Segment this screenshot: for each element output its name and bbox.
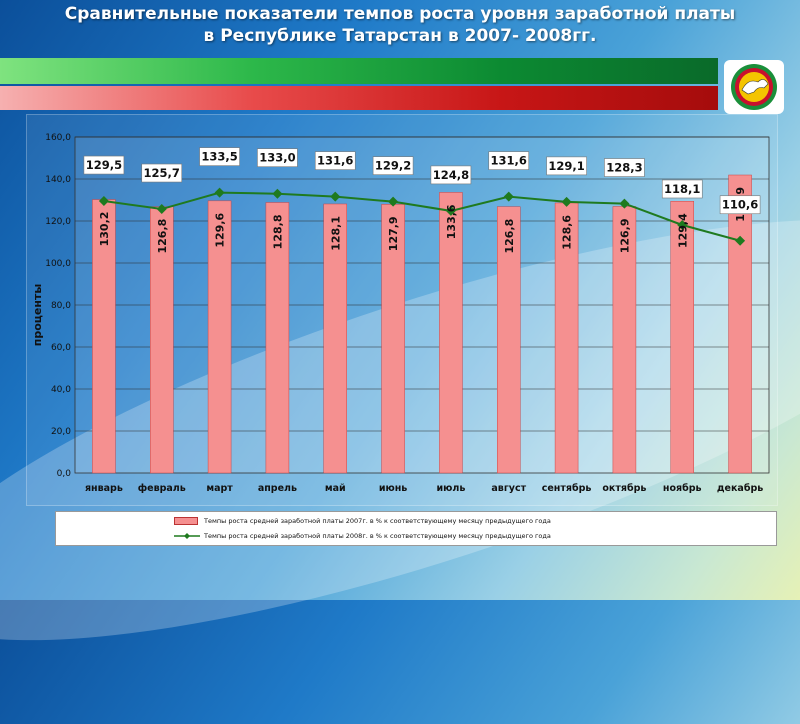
bar-data-label: 128,8: [271, 215, 284, 250]
line-label-box: [141, 163, 183, 183]
line-label-box: [430, 165, 472, 185]
page-title: Сравнительные показатели темпов роста ур…: [0, 0, 800, 47]
line-data-label: 129,5: [86, 158, 122, 172]
line-data-label: 131,6: [491, 154, 527, 168]
bar-2007: [497, 206, 521, 474]
line-label-box: [546, 156, 587, 176]
point-2008: [503, 191, 514, 202]
bar-2007: [323, 203, 347, 474]
y-axis-label: проценты: [31, 284, 44, 347]
bar-data-label: 128,1: [329, 216, 342, 251]
x-tick-label: декабрь: [717, 483, 763, 494]
line-data-label: 118,1: [664, 182, 700, 196]
x-tick-label: июль: [436, 483, 465, 494]
line-data-label: 129,1: [548, 159, 584, 173]
y-tick-label: 40,0: [51, 385, 71, 395]
red-band: [0, 86, 718, 110]
bar-data-label: 133,6: [445, 204, 458, 239]
line-label-box: [661, 179, 703, 199]
bar-data-label: 129,4: [676, 213, 689, 248]
legend-swatch-line: [174, 533, 200, 539]
line-label-box: [719, 195, 761, 215]
y-tick-label: 160,0: [45, 133, 71, 143]
line-data-label: 129,2: [375, 159, 411, 173]
point-2008: [272, 188, 283, 199]
x-tick-label: август: [491, 483, 526, 494]
x-tick-label: сентябрь: [542, 483, 592, 494]
y-tick-label: 100,0: [45, 259, 71, 269]
point-2008: [156, 204, 167, 215]
legend-label-2007: Темпы роста средней заработной платы 200…: [204, 517, 551, 525]
line-data-label: 133,0: [259, 151, 295, 165]
y-tick-label: 120,0: [45, 217, 71, 227]
point-2008: [330, 191, 341, 202]
x-tick-label: февраль: [138, 483, 186, 494]
line-data-label: 124,8: [433, 168, 469, 182]
bar-2007: [439, 192, 463, 474]
y-tick-label: 60,0: [51, 343, 71, 353]
bar-data-label: 126,9: [618, 219, 631, 254]
point-2008: [214, 187, 225, 198]
point-2008: [445, 205, 456, 216]
legend-label-2008: Темпы роста средней заработной платы 200…: [204, 532, 551, 540]
bar-data-label: 127,9: [387, 216, 400, 251]
line-label-box: [83, 155, 125, 175]
tatarstan-emblem-icon: [724, 60, 784, 114]
line-label-box: [604, 158, 645, 177]
x-tick-label: октябрь: [602, 483, 646, 494]
point-2008: [98, 196, 109, 207]
line-data-label: 128,3: [606, 161, 642, 175]
chart-frame: 0,0 20,0 40,0 60,0 80,0 100,0 120,0 140,0 160,0 п…: [26, 114, 778, 506]
legend-item-2007: Темпы роста средней заработной платы 200…: [174, 515, 551, 527]
line-label-box: [314, 151, 356, 170]
bar-data-label: 126,8: [503, 219, 516, 254]
line-2008: [103, 191, 741, 242]
green-band: [0, 58, 718, 84]
line-label-box: [372, 156, 414, 175]
x-tick-label: январь: [85, 483, 123, 494]
point-2008: [388, 196, 399, 207]
line-data-label: 131,6: [317, 154, 353, 168]
bar-data-label: 129,6: [214, 212, 227, 247]
x-tick-label: июнь: [379, 483, 407, 494]
point-2008: [561, 196, 572, 207]
legend-item-2008: Темпы роста средней заработной платы 200…: [174, 530, 551, 542]
bar-2007: [207, 200, 232, 474]
x-tick-label: май: [325, 483, 346, 494]
bar-data-label: 130,2: [98, 212, 111, 247]
y-tick-label: 80,0: [51, 301, 71, 311]
chart-legend: Темпы роста средней заработной платы 200…: [55, 511, 777, 546]
point-2008: [677, 219, 688, 230]
bar-data-label: 126,8: [156, 219, 169, 254]
bar-2007: [670, 201, 694, 474]
legend-swatch-bar: [174, 517, 198, 525]
line-label-box: [488, 151, 530, 170]
line-label-box: [199, 147, 240, 166]
line-data-label: 125,7: [144, 166, 180, 180]
point-2008: [735, 235, 746, 246]
line-label-box: [257, 148, 298, 168]
line-data-label: 133,5: [201, 150, 237, 164]
x-tick-label: март: [206, 483, 233, 494]
x-tick-label: апрель: [258, 483, 297, 494]
title-line-1: Сравнительные показатели темпов роста ур…: [64, 4, 736, 24]
y-tick-label: 20,0: [51, 427, 71, 437]
bar-2007: [265, 202, 290, 474]
line-data-label: 110,6: [722, 198, 758, 212]
y-tick-label: 140,0: [45, 175, 71, 185]
title-line-2: в Республике Татарстан в 2007- 2008гг.: [203, 26, 597, 46]
x-tick-label: ноябрь: [663, 483, 702, 494]
bar-2007: [728, 174, 752, 474]
y-tick-label: 0,0: [57, 469, 72, 479]
point-2008: [619, 198, 630, 209]
bar-data-label: 128,6: [561, 215, 574, 250]
chart: 0,0 20,0 40,0 60,0 80,0 100,0 120,0 140,0 160,0 п…: [31, 133, 770, 494]
